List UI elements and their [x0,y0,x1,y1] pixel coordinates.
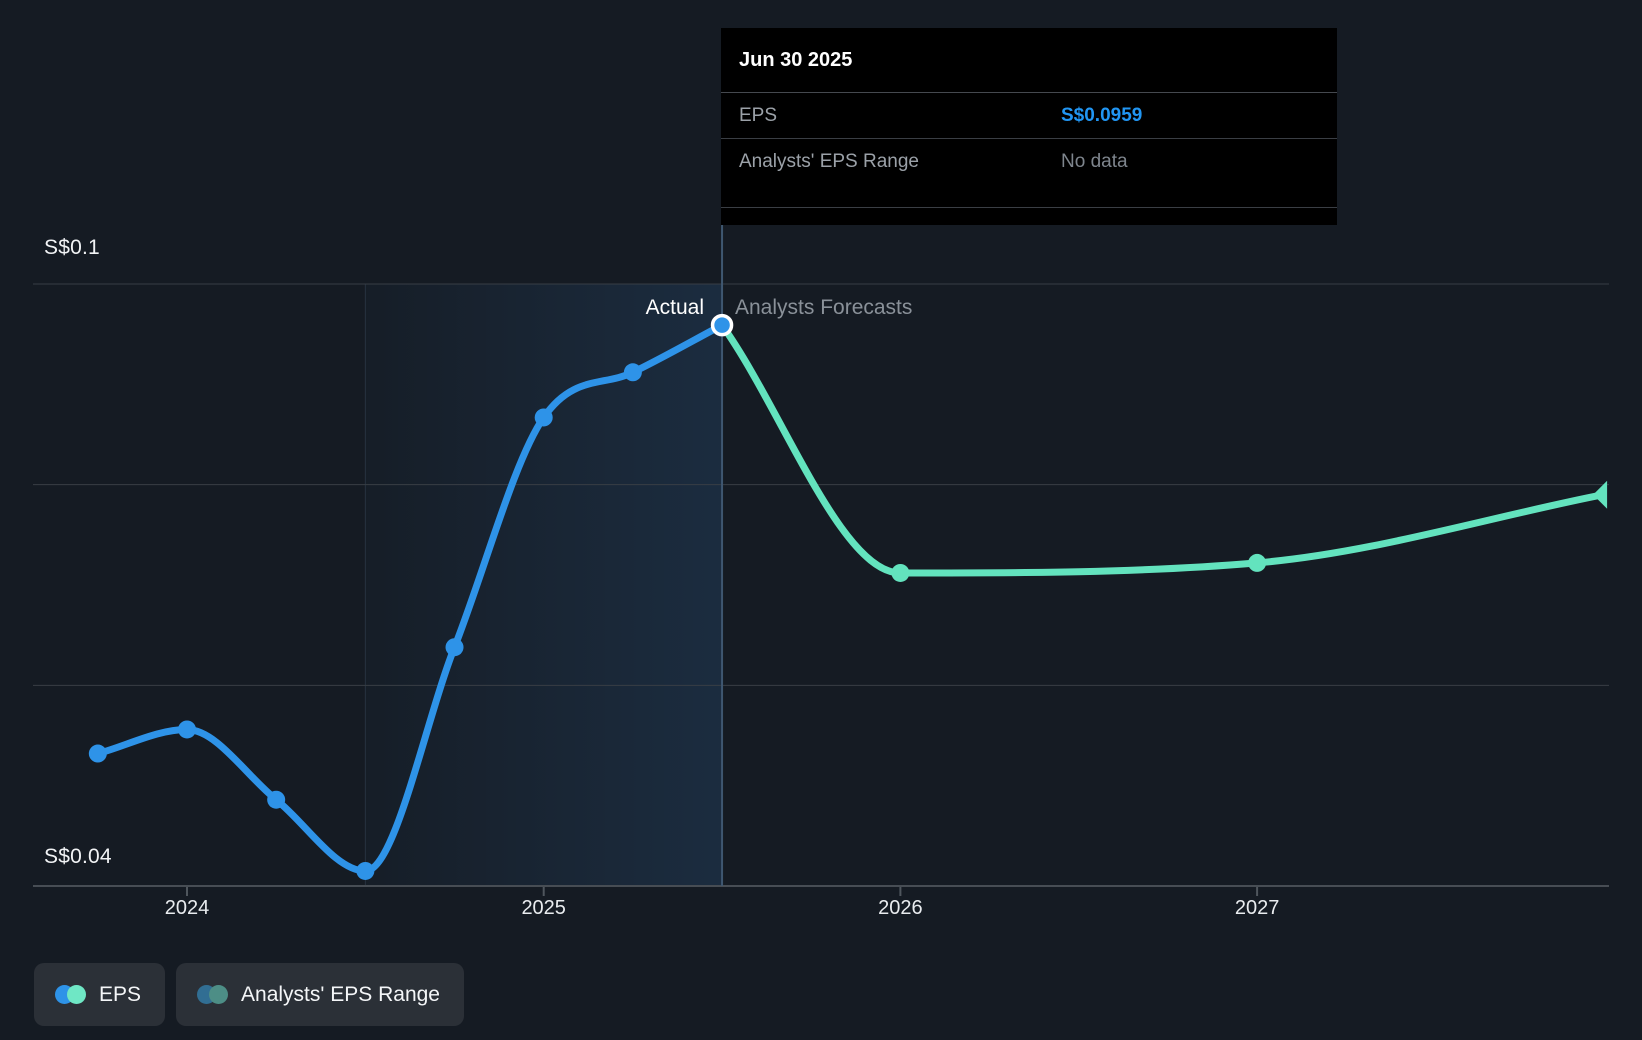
data-point[interactable] [88,744,107,763]
tooltip-eps-label: EPS [739,104,778,126]
legend-item-label: EPS [99,982,142,1006]
data-point[interactable] [891,563,910,582]
data-point[interactable] [178,720,196,739]
highlight-band [364,284,723,886]
data-point[interactable] [445,638,464,657]
y-axis-label-min: S$0.04 [44,845,112,868]
tooltip-row-eps: EPS S$0.0959 [721,93,1337,139]
legend-item-eps[interactable]: EPS [34,963,166,1026]
actual-phase-label: Actual [645,296,704,319]
grid-lines [33,283,1609,896]
forecast-continues-arrow [1593,480,1608,509]
actual-eps-line [88,313,734,880]
x-axis-label-2025: 2025 [521,897,566,919]
y-axis-label-max: S$0.1 [44,236,100,259]
legend: EPS Analysts' EPS Range [34,963,464,1026]
legend-item-analysts-eps-range[interactable]: Analysts' EPS Range [176,963,464,1026]
data-point[interactable] [356,861,375,880]
tooltip-row-range: Analysts' EPS Range No data [721,139,1337,184]
data-point[interactable] [623,363,642,382]
tooltip-range-label: Analysts' EPS Range [739,150,919,172]
eps-range-series-icon [197,985,229,1004]
eps-series-icon [55,985,86,1004]
data-point[interactable] [1248,553,1267,572]
data-point[interactable] [267,790,286,809]
x-axis-label-2026: 2026 [878,897,923,919]
forecast-phase-label: Analysts Forecasts [735,296,913,319]
tooltip-divider-line [721,207,1337,208]
tooltip-eps-value: S$0.0959 [1061,104,1143,126]
tooltip-date: Jun 30 2025 [721,28,1337,93]
x-axis-label-2024: 2024 [164,897,210,919]
legend-item-label: Analysts' EPS Range [241,982,440,1006]
hover-tooltip: Jun 30 2025 EPS S$0.0959 Analysts' EPS R… [721,28,1337,225]
data-point[interactable] [534,408,553,427]
range-high-color-dot [209,985,229,1004]
selected-data-point[interactable] [710,313,734,337]
x-axis-label-2027: 2027 [1234,897,1280,919]
eps-forecast-color-dot [67,985,86,1004]
tooltip-range-value: No data [1061,150,1128,172]
forecast-eps-line [718,321,1608,582]
